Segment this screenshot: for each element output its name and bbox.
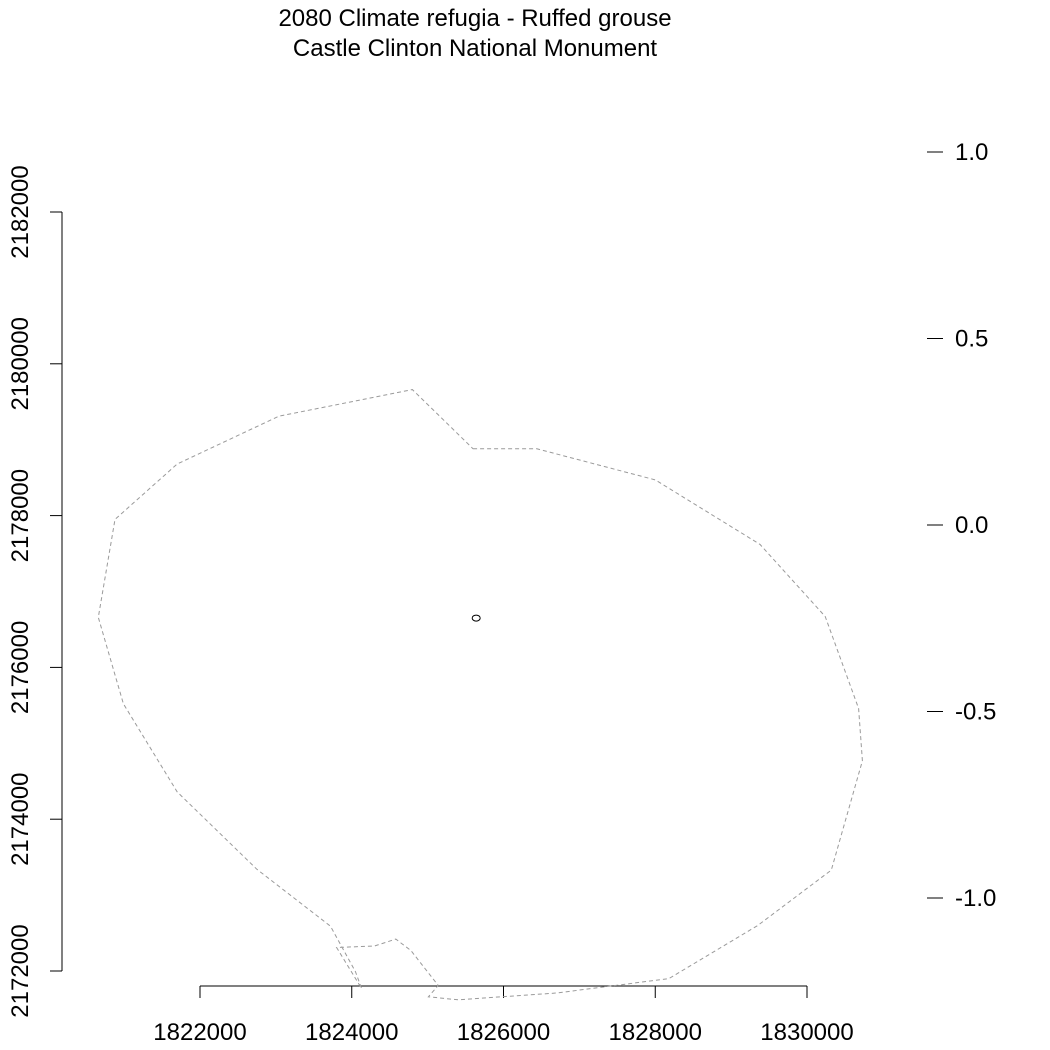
legend-tick-label: -0.5 xyxy=(955,699,996,726)
park-boundary-polygon xyxy=(97,389,863,1001)
x-tick-label: 1826000 xyxy=(457,1019,550,1046)
x-axis: 1822000 1824000 1826000 1828000 1830000 xyxy=(153,985,854,1046)
x-tick-label: 1828000 xyxy=(609,1019,702,1046)
y-axis: 2172000 2174000 2176000 2178000 2180000 21820… xyxy=(7,165,63,1018)
y-tick-label: 2176000 xyxy=(7,621,34,714)
site-marker xyxy=(471,614,481,622)
x-tick-label: 1830000 xyxy=(760,1019,853,1046)
x-tick-label: 1822000 xyxy=(153,1019,246,1046)
legend-tick-label: 0.5 xyxy=(955,326,988,353)
y-tick-label: 2172000 xyxy=(7,924,34,1017)
legend-tick-label: -1.0 xyxy=(955,885,996,912)
y-tick-label: 2178000 xyxy=(7,469,34,562)
x-tick-label: 1824000 xyxy=(305,1019,398,1046)
y-tick-label: 2174000 xyxy=(7,772,34,865)
map-subtitle: Castle Clinton National Monument xyxy=(292,35,658,62)
legend-scale-axis: 1.0 0.5 0.0 -0.5 -1.0 xyxy=(927,139,996,912)
y-tick-label: 2180000 xyxy=(7,317,34,410)
y-tick-label: 2182000 xyxy=(7,165,34,258)
legend-tick-label: 0.0 xyxy=(955,512,988,539)
legend-tick-label: 1.0 xyxy=(955,139,988,166)
map-title: 2080 Climate refugia - Ruffed grouse xyxy=(278,5,672,32)
